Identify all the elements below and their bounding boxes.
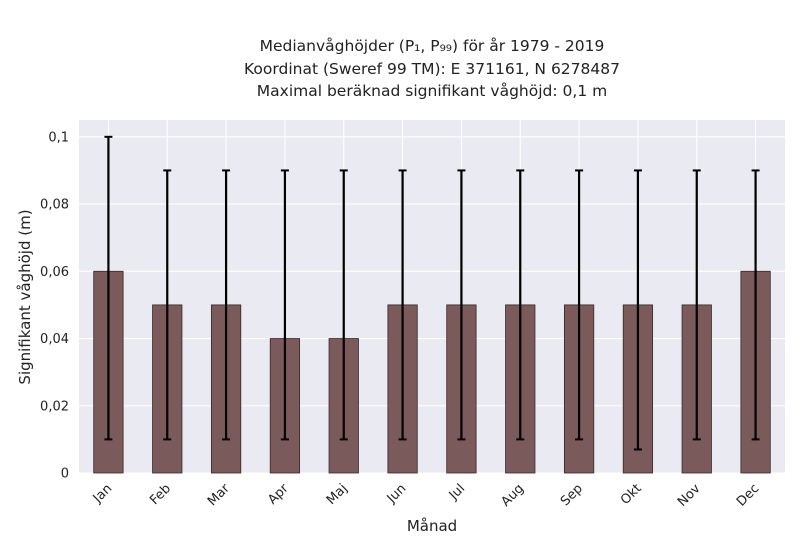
title-line-1: Medianvåghöjder (P₁, P₉₉) för år 1979 - … — [260, 37, 605, 55]
title-line-3: Maximal beräknad signifikant våghöjd: 0,… — [257, 82, 607, 100]
error-bar-jun — [398, 169, 407, 441]
error-bar-apr — [280, 169, 289, 441]
y-gridlines — [79, 136, 785, 474]
x-tick-label-sep: Sep — [558, 481, 586, 509]
title-line-2: Koordinat (Sweref 99 TM): E 371161, N 62… — [244, 60, 620, 78]
y-tick-labels: 0 0,02 0,04 0,06 0,08 0,1 — [40, 130, 69, 481]
x-tick-label-feb: Feb — [147, 481, 174, 508]
x-tick-label-dec: Dec — [734, 481, 762, 509]
error-bar-maj — [339, 169, 348, 441]
x-tick-label-jan: Jan — [90, 481, 115, 506]
y-tick-label: 0,08 — [40, 198, 69, 213]
x-tick-label-jun: Jun — [384, 481, 410, 507]
x-tick-label-mar: Mar — [205, 481, 233, 509]
x-tick-label-okt: Okt — [618, 481, 645, 508]
plot-area — [79, 120, 785, 473]
y-tick-label: 0,1 — [48, 130, 69, 145]
y-tick-label: 0,02 — [40, 399, 69, 414]
x-tick-label-jul: Jul — [446, 481, 468, 503]
error-bar-mar — [222, 169, 231, 441]
x-tick-label-maj: Maj — [324, 481, 351, 508]
error-bars — [104, 135, 760, 451]
error-bar-feb — [163, 169, 172, 441]
x-tick-labels: Jan Feb Mar Apr Maj Jun Jul Aug Sep Okt Nov Dec — [90, 481, 763, 510]
y-tick-label: 0 — [61, 467, 69, 482]
error-bar-nov — [692, 169, 701, 441]
y-tick-label: 0,06 — [40, 265, 69, 280]
x-tick-label-nov: Nov — [675, 481, 704, 510]
error-bar-aug — [516, 169, 525, 441]
x-tick-label-aug: Aug — [499, 481, 528, 510]
error-bar-dec — [751, 169, 760, 441]
error-bar-okt — [633, 169, 642, 451]
y-tick-label: 0,04 — [40, 332, 69, 347]
chart-title: Medianvåghöjder (P₁, P₉₉) för år 1979 - … — [244, 37, 620, 100]
error-bar-jul — [457, 169, 466, 441]
y-axis-label: Signifikant våghöjd (m) — [16, 209, 34, 384]
error-bar-jan — [104, 135, 113, 441]
x-tick-label-apr: Apr — [265, 481, 292, 508]
error-bar-sep — [575, 169, 584, 441]
x-axis-label: Månad — [407, 517, 457, 535]
